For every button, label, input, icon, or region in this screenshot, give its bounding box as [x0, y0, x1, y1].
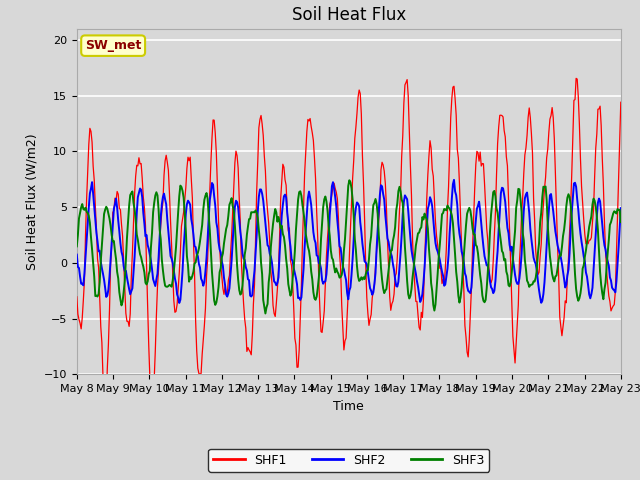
- SHF3: [332, 265, 340, 271]
- SHF1: [520, 170, 527, 176]
- SHF1: [617, 99, 625, 105]
- SHF3: [336, 275, 344, 280]
- SHF2: [332, 203, 340, 209]
- Line: SHF2: SHF2: [77, 180, 621, 303]
- SHF1: [332, 189, 340, 195]
- X-axis label: Time: Time: [333, 400, 364, 413]
- SHF2: [617, 205, 625, 211]
- SHF1: [398, 154, 406, 159]
- Y-axis label: Soil Heat Flux (W/m2): Soil Heat Flux (W/m2): [25, 133, 38, 270]
- SHF2: [606, 275, 614, 280]
- SHF3: [617, 219, 625, 225]
- SHF1: [369, 295, 376, 300]
- Title: Soil Heat Flux: Soil Heat Flux: [292, 6, 406, 24]
- SHF1: [148, 404, 156, 410]
- SHF1: [606, 299, 614, 304]
- SHF2: [336, 243, 344, 249]
- SHF3: [73, 243, 81, 249]
- Line: SHF3: SHF3: [77, 180, 621, 313]
- Legend: SHF1, SHF2, SHF3: SHF1, SHF2, SHF3: [209, 449, 489, 472]
- Text: SW_met: SW_met: [85, 39, 141, 52]
- SHF1: [336, 250, 344, 255]
- SHF2: [175, 300, 183, 306]
- SHF3: [369, 202, 377, 208]
- SHF2: [73, 252, 81, 257]
- SHF2: [398, 232, 406, 238]
- SHF2: [369, 292, 376, 298]
- SHF3: [262, 311, 269, 316]
- SHF2: [521, 195, 529, 201]
- SHF3: [521, 257, 529, 263]
- SHF3: [399, 200, 406, 206]
- Line: SHF1: SHF1: [77, 78, 621, 407]
- SHF1: [73, 294, 81, 300]
- SHF3: [346, 178, 353, 183]
- SHF3: [606, 222, 614, 228]
- SHF1: [572, 75, 580, 81]
- SHF2: [450, 177, 458, 183]
